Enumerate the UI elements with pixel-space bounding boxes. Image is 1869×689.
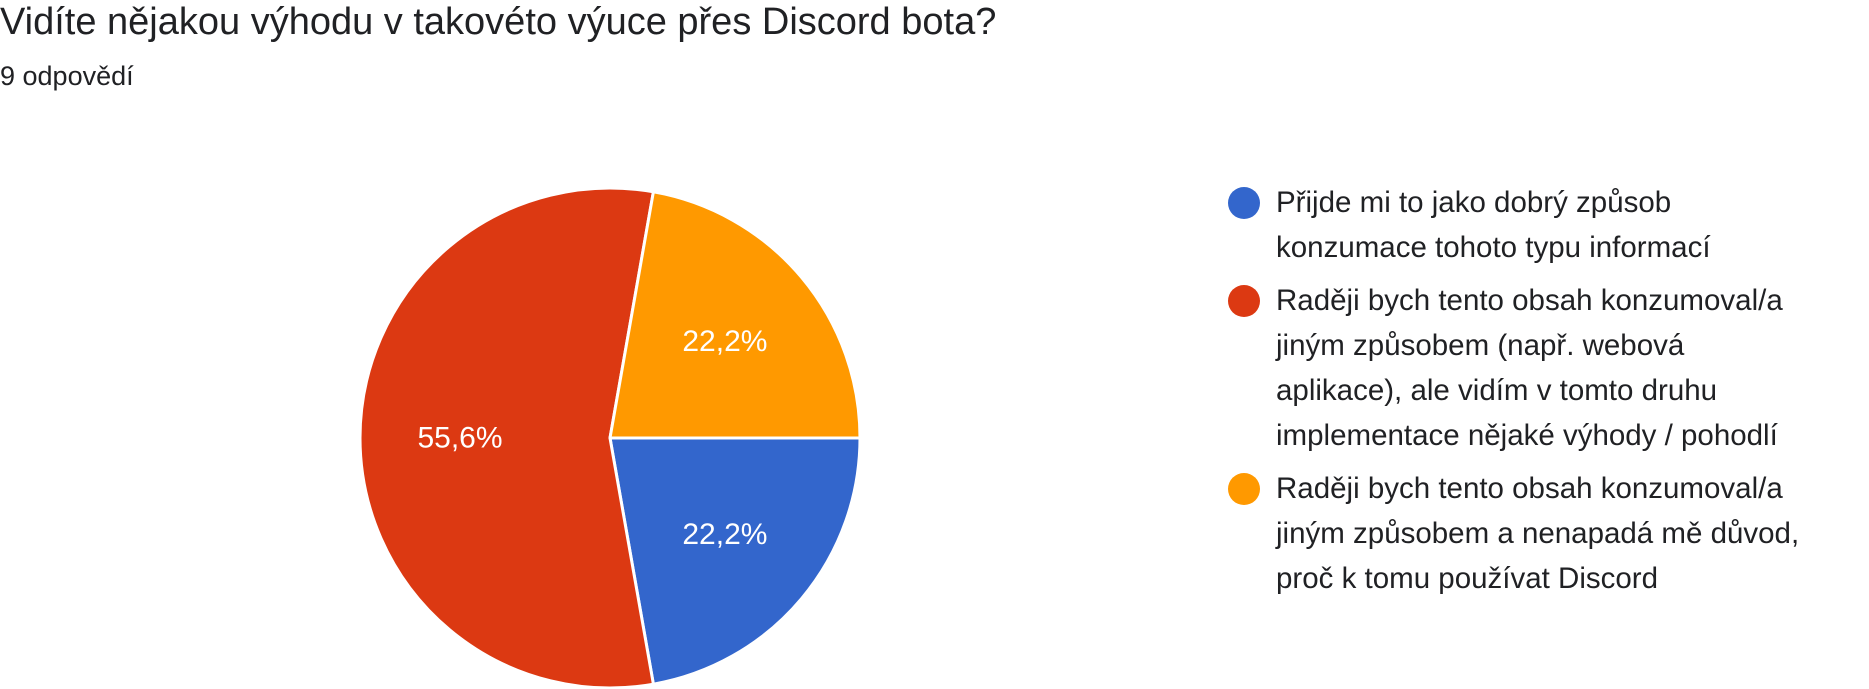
legend-item-3[interactable]: Raději bych tento obsah konzumoval/a jiný…: [1228, 466, 1868, 601]
response-count: 9 odpovědí: [0, 61, 134, 91]
legend-item-2[interactable]: Raději bych tento obsah konzumoval/a jiný…: [1228, 278, 1868, 458]
legend-swatch-dot-icon: [1228, 187, 1260, 219]
chart-legend: Přijde mi to jako dobrý způsob konzumace …: [1228, 180, 1868, 609]
legend-swatch-dot-icon: [1228, 285, 1260, 317]
legend-label-line: proč k tomu používat Discord: [1276, 562, 1659, 595]
pie-slice-2: [358, 186, 655, 689]
pie-slice-3: [608, 190, 862, 440]
pie-slice-label-3: 22,2%: [682, 325, 767, 358]
legend-label-line: jiným způsobem a nenapadá mě důvod,: [1276, 517, 1800, 550]
legend-label-line: Přijde mi to jako dobrý způsob: [1276, 186, 1672, 219]
chart-title: Vidíte nějakou výhodu v takovéto výuce p…: [0, 1, 997, 43]
legend-label-line: jiným způsobem (např. webová: [1276, 329, 1685, 362]
legend-label-line: konzumace tohoto typu informací: [1276, 231, 1711, 264]
legend-label-line: Raději bych tento obsah konzumoval/a: [1276, 284, 1783, 317]
pie-slice-label-2: 55,6%: [417, 422, 502, 455]
pie-slice-label-1: 22,2%: [682, 518, 767, 551]
legend-label-line: aplikace), ale vidím v tomto druhu: [1276, 374, 1718, 407]
legend-label-line: implementace nějaké výhody / pohodlí: [1276, 419, 1778, 452]
legend-item-1[interactable]: Přijde mi to jako dobrý způsob konzumace …: [1228, 180, 1868, 270]
legend-label-line: Raději bych tento obsah konzumoval/a: [1276, 472, 1783, 505]
legend-swatch-dot-icon: [1228, 473, 1260, 505]
pie-slice-1: [608, 436, 862, 686]
